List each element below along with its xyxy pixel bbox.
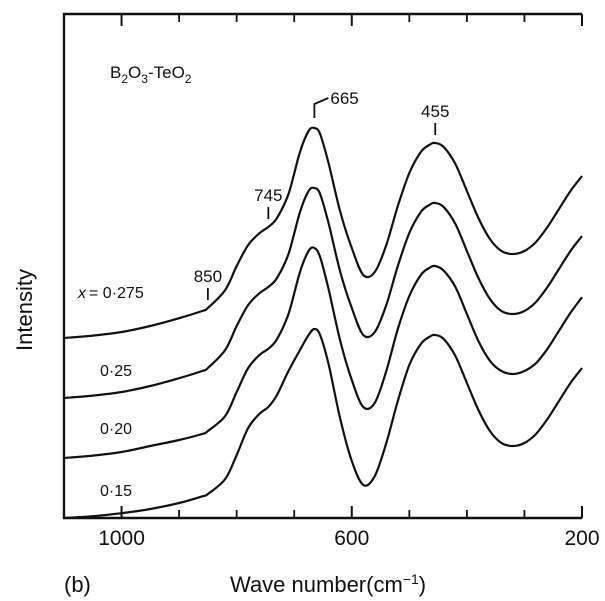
peak-marker-745: 745 bbox=[254, 186, 283, 219]
x-tick-label: 600 bbox=[334, 527, 369, 550]
peak-label: 850 bbox=[194, 267, 222, 286]
peak-label: 455 bbox=[421, 102, 449, 121]
x-tick-label: 200 bbox=[564, 527, 599, 550]
peak-markers: 850 745 665 455 bbox=[194, 89, 449, 300]
panel-label: (b) bbox=[64, 572, 91, 597]
peak-label: 665 bbox=[330, 89, 358, 108]
composition-formula: B2O3-TeO2 bbox=[110, 63, 192, 86]
series-curve-020 bbox=[63, 246, 583, 460]
series-label-015: 0·15 bbox=[100, 483, 132, 500]
series-label-0275: x = 0·275 bbox=[77, 285, 144, 302]
plot-frame bbox=[62, 12, 582, 520]
peak-marker-850: 850 bbox=[194, 267, 222, 300]
peak-label: 745 bbox=[254, 186, 282, 205]
x-tick-label: 1000 bbox=[98, 527, 145, 550]
series-curve-0275 bbox=[63, 126, 583, 340]
series-label-020: 0·20 bbox=[100, 421, 132, 438]
x-axis-label: Wave number(cm−1) bbox=[230, 571, 426, 597]
y-axis-label: Intensity bbox=[12, 269, 37, 351]
spectra-curves bbox=[63, 126, 583, 520]
series-curve-025 bbox=[63, 186, 583, 400]
x-axis-ticks: 1000 600 200 bbox=[98, 14, 600, 550]
plot-border bbox=[62, 12, 582, 520]
peak-marker-455: 455 bbox=[421, 102, 449, 135]
peak-marker-665: 665 bbox=[313, 89, 359, 118]
series-label-025: 0·25 bbox=[100, 363, 132, 380]
series-curve-015 bbox=[63, 327, 583, 520]
